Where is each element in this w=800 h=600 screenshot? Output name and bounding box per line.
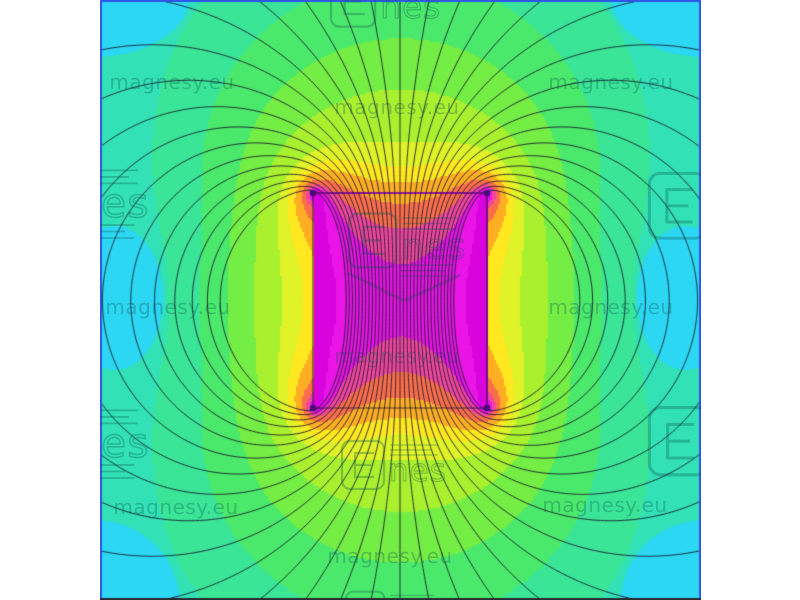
simulation-plot: magnesy.eu magnesy.eu magnesy.eu magnesy.eu… — [100, 0, 701, 600]
field-simulation-canvas — [100, 0, 701, 600]
